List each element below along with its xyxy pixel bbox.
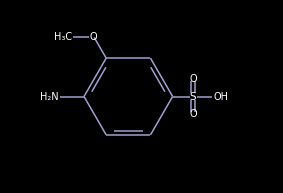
Text: OH: OH [213,91,228,102]
Text: H₂N: H₂N [40,91,59,102]
Text: S: S [190,91,196,102]
Text: O: O [189,74,197,84]
Text: O: O [189,109,197,119]
Text: O: O [89,32,97,42]
Text: H₃C: H₃C [54,32,72,42]
